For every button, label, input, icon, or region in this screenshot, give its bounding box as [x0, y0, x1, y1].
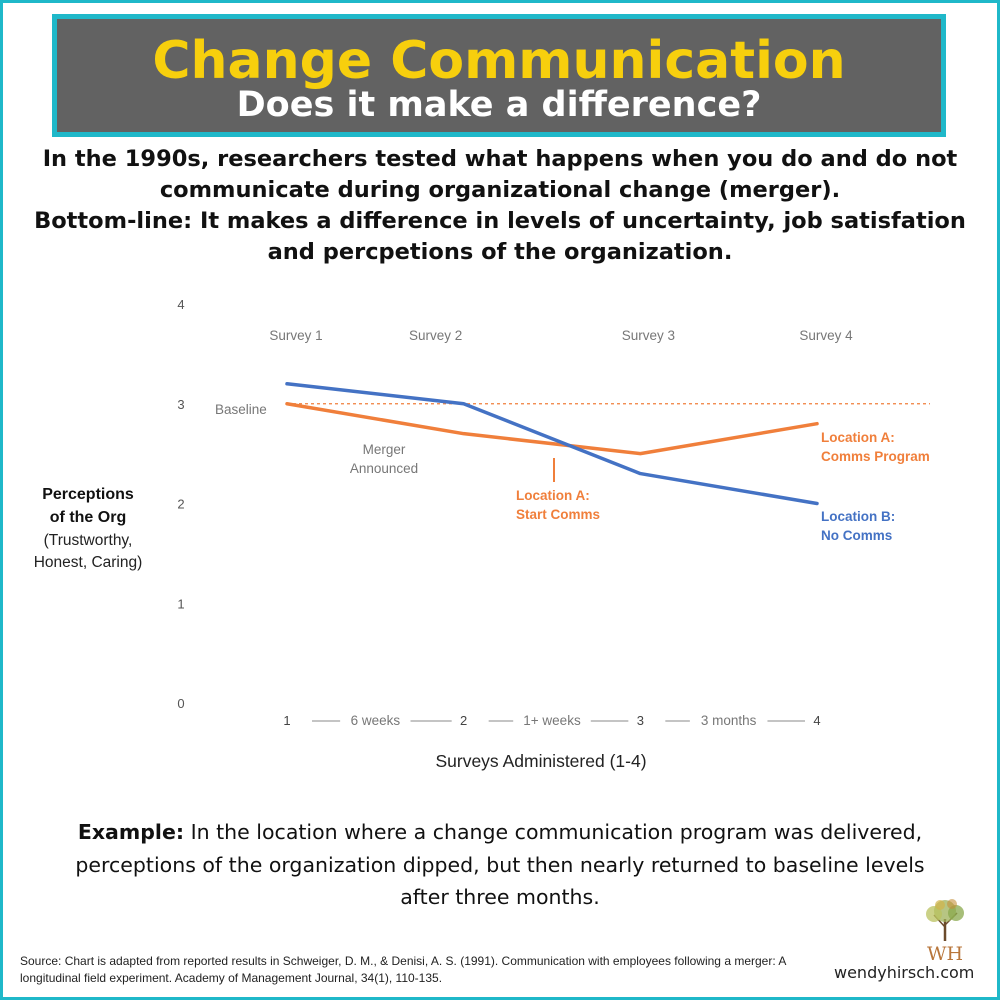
- baseline-label: Baseline: [215, 402, 267, 417]
- no-comms-annotation-line2: No Comms: [821, 528, 892, 543]
- line-chart: Perceptions of the Org (Trustworthy, Hon…: [34, 297, 930, 771]
- title-banner: Change Communication Does it make a diff…: [52, 14, 946, 137]
- y-tick-label: 1: [177, 596, 184, 611]
- merger-annotation-line1: Merger: [363, 442, 406, 457]
- y-axis-label-line1: Perceptions: [42, 486, 134, 503]
- example-body: In the location where a change communica…: [75, 820, 925, 909]
- y-tick-label: 4: [177, 297, 184, 312]
- survey-label: Survey 1: [269, 328, 322, 343]
- comms-program-annotation-line2: Comms Program: [821, 449, 930, 464]
- survey-label: Survey 3: [622, 328, 675, 343]
- survey-label: Survey 4: [799, 328, 853, 343]
- intro-line-2: Bottom-line: It makes a difference in le…: [34, 208, 966, 265]
- example-text: Example: In the location where a change …: [60, 816, 940, 914]
- source-citation: Source: Chart is adapted from reported r…: [20, 954, 786, 985]
- y-axis-label-line2: of the Org: [50, 509, 126, 526]
- website-url: wendyhirsch.com: [834, 963, 975, 982]
- start-comms-annotation-line2: Start Comms: [516, 507, 600, 522]
- y-axis-label-line4: Honest, Caring): [34, 554, 143, 571]
- y-tick-label: 2: [177, 497, 184, 512]
- x-tick-label: 4: [813, 713, 820, 728]
- intro-line-1: In the 1990s, researchers tested what ha…: [42, 146, 958, 203]
- series-line-location-b: [285, 382, 819, 506]
- comms-program-annotation-line1: Location A:: [821, 430, 895, 445]
- page-title: Change Communication: [152, 31, 846, 91]
- series-line-location-a: [285, 402, 819, 456]
- y-tick-label: 3: [177, 397, 184, 412]
- x-tick-label: 3: [637, 713, 644, 728]
- no-comms-annotation-line1: Location B:: [821, 509, 895, 524]
- intro-text: In the 1990s, researchers tested what ha…: [30, 144, 970, 268]
- x-tick-label: 1: [283, 713, 290, 728]
- tree-logo-icon: WH: [926, 899, 964, 963]
- logo-text: WH: [927, 943, 963, 963]
- x-axis-label: Surveys Administered (1-4): [435, 751, 646, 771]
- survey-label: Survey 2: [409, 328, 462, 343]
- interval-label: 6 weeks: [351, 713, 401, 728]
- example-label: Example:: [77, 820, 185, 844]
- x-tick-label: 2: [460, 713, 467, 728]
- y-tick-label: 0: [177, 696, 184, 711]
- y-axis-label-line3: (Trustworthy,: [44, 532, 133, 549]
- interval-label: 3 months: [701, 713, 757, 728]
- merger-annotation-line2: Announced: [350, 461, 418, 476]
- interval-label: 1+ weeks: [523, 713, 581, 728]
- page-subtitle: Does it make a difference?: [236, 85, 762, 125]
- start-comms-annotation-line1: Location A:: [516, 488, 590, 503]
